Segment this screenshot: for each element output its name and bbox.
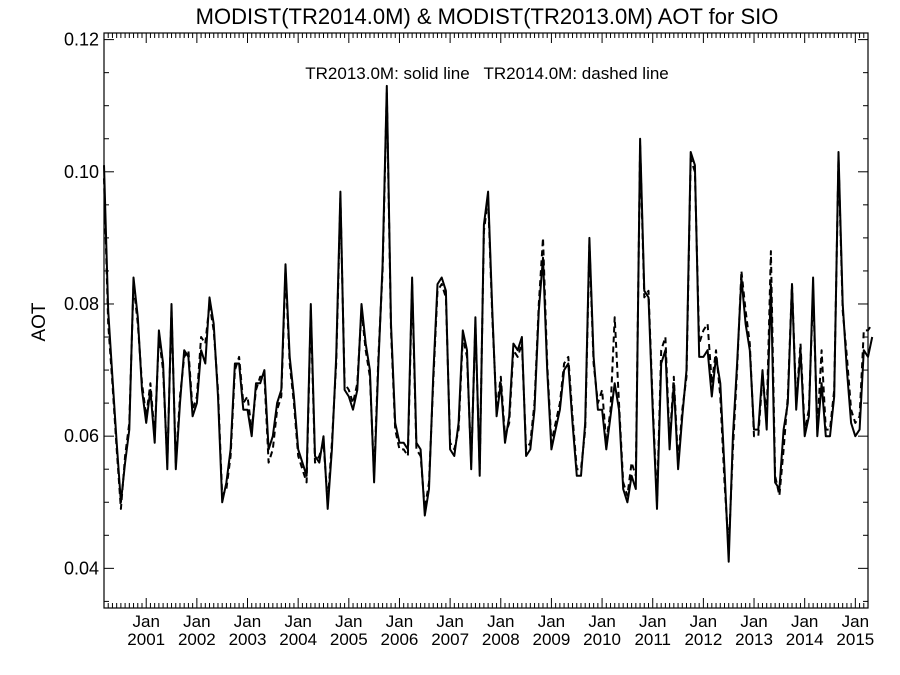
x-tick-label-month: Jan	[791, 612, 818, 631]
x-tick-label-month: Jan	[740, 612, 767, 631]
x-tick-label-year: 2010	[583, 630, 621, 649]
x-tick-label-year: 2009	[533, 630, 571, 649]
x-tick-label-year: 2014	[786, 630, 824, 649]
x-tick-label-year: 2005	[330, 630, 368, 649]
y-axis-label: AOT	[29, 302, 50, 341]
y-tick-label: 0.08	[64, 294, 99, 314]
y-tick-label: 0.06	[64, 426, 99, 446]
x-tick-label-month: Jan	[538, 612, 565, 631]
x-tick-label-month: Jan	[690, 612, 717, 631]
x-tick-label-year: 2008	[482, 630, 520, 649]
chart-title: MODIST(TR2014.0M) & MODIST(TR2013.0M) AO…	[196, 4, 779, 29]
x-tick-label-year: 2013	[735, 630, 773, 649]
y-axis: 0.04 0.06 0.08 0.10 0.12	[64, 30, 868, 602]
x-tick-label-month: Jan	[487, 612, 514, 631]
x-tick-label-year: 2001	[127, 630, 165, 649]
x-tick-label-year: 2002	[178, 630, 216, 649]
x-tick-label-month: Jan	[386, 612, 413, 631]
x-tick-label-year: 2003	[229, 630, 267, 649]
y-tick-label: 0.12	[64, 30, 99, 50]
plot-frame	[103, 32, 869, 609]
x-axis: Jan2001Jan2002Jan2003Jan2004Jan2005Jan20…	[103, 33, 874, 649]
series-layer	[103, 84, 874, 563]
solid-series-line	[103, 84, 874, 563]
x-tick-label-year: 2015	[836, 630, 874, 649]
y-tick-label: 0.04	[64, 558, 99, 578]
x-tick-label-year: 2012	[684, 630, 722, 649]
x-tick-label-month: Jan	[284, 612, 311, 631]
x-tick-label-month: Jan	[588, 612, 615, 631]
dashed-series-line	[103, 91, 874, 550]
x-tick-label-month: Jan	[639, 612, 666, 631]
x-tick-label-month: Jan	[335, 612, 362, 631]
x-tick-label-month: Jan	[183, 612, 210, 631]
line-style-annotation: TR2013.0M: solid line TR2014.0M: dashed …	[305, 64, 669, 83]
x-tick-label-month: Jan	[842, 612, 869, 631]
x-tick-label-year: 2006	[381, 630, 419, 649]
x-tick-label-year: 2011	[634, 630, 671, 649]
x-tick-label-year: 2007	[431, 630, 469, 649]
x-tick-label-year: 2004	[279, 630, 317, 649]
plot-border	[103, 32, 869, 609]
x-tick-label-month: Jan	[436, 612, 463, 631]
x-tick-label-month: Jan	[132, 612, 159, 631]
y-tick-label: 0.10	[64, 162, 99, 182]
x-tick-label-month: Jan	[234, 612, 261, 631]
